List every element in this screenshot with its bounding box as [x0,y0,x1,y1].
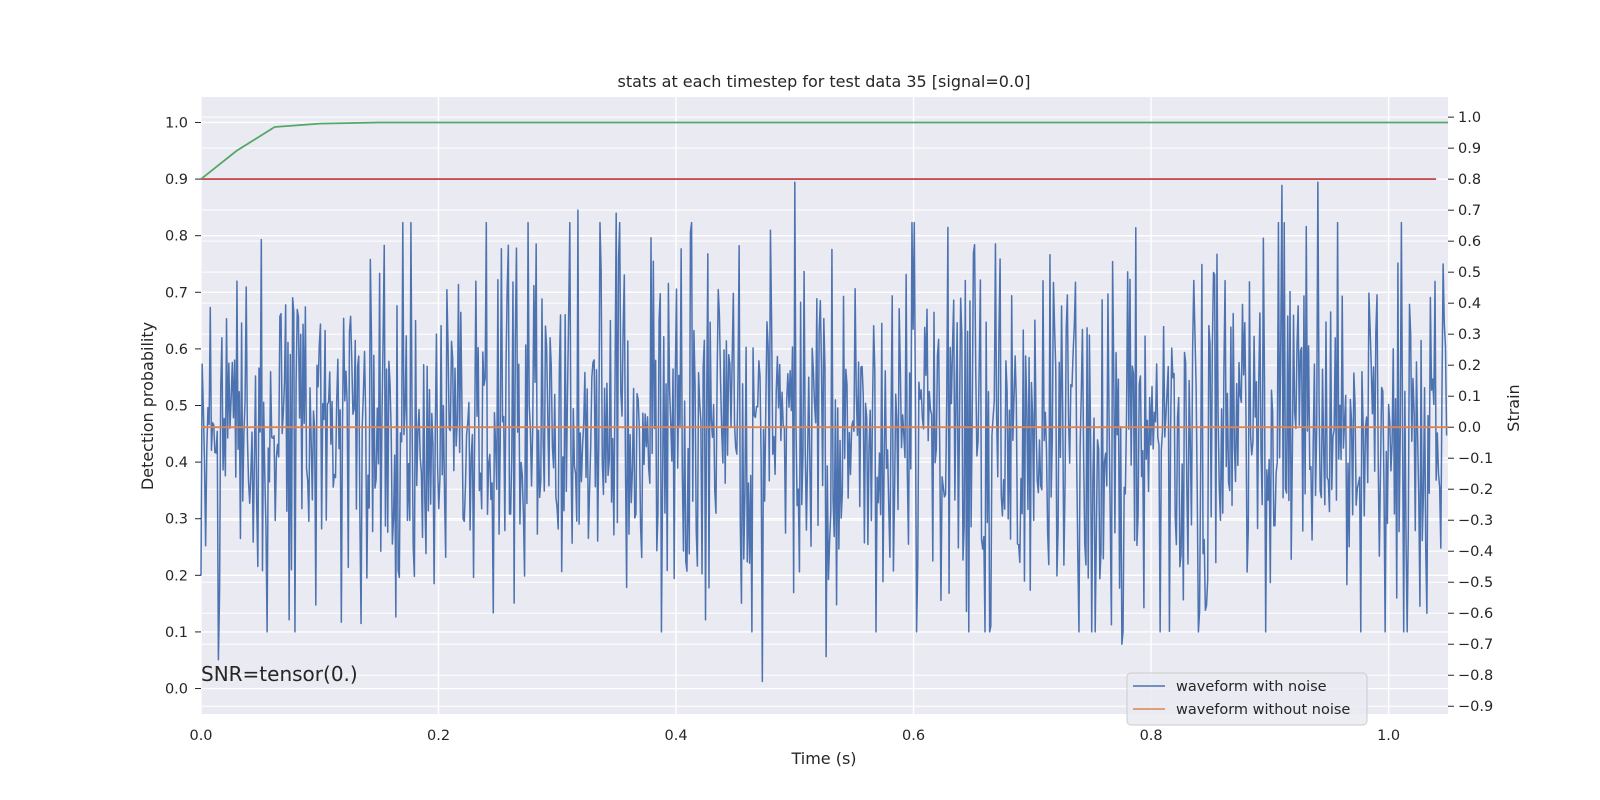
right-y-tick-label: 0.7 [1458,203,1481,219]
x-tick-label: 0.2 [427,728,450,744]
right-y-tick-label: 0.0 [1458,420,1481,436]
right-y-tick-label: 0.4 [1458,296,1481,312]
left-y-tick-label: 0.9 [165,172,188,188]
left-tick-labels: 0.0 0.1 0.2 0.3 0.4 0.5 0.6 0.7 0.8 0.9 1.0 [165,115,201,698]
right-y-tick-label: −0.4 [1458,544,1493,560]
left-y-tick-label: 0.5 [165,399,188,415]
x-tick-label: 0.6 [902,728,925,744]
right-y-tick-label: 0.8 [1458,172,1481,188]
right-y-tick-label: −0.3 [1458,513,1493,529]
right-y-tick-label: −0.1 [1458,451,1493,467]
left-y-tick-label: 0.1 [165,625,188,641]
left-y-tick-label: 0.2 [165,568,188,584]
legend-label-noise: waveform with noise [1176,679,1327,695]
left-y-tick-label: 0.8 [165,229,188,245]
legend-box [1126,672,1368,726]
x-tick-label: 1.0 [1377,728,1400,744]
right-y-tick-label: 0.9 [1458,141,1481,157]
right-y-tick-label: −0.5 [1458,575,1493,591]
right-tick-labels: −0.9 −0.8 −0.7 −0.6 −0.5 −0.4 −0.3 −0.2 −0.1 0.0 0… [1448,110,1493,715]
snr-annotation: SNR=tensor(0.) [201,662,358,686]
right-y-tick-label: −0.8 [1458,668,1493,684]
left-y-axis-label: Detection probability [138,322,157,490]
right-y-tick-label: −0.7 [1458,637,1493,653]
right-y-tick-label: −0.9 [1458,699,1493,715]
x-tick-label: 0.8 [1140,728,1163,744]
legend-label-clean: waveform without noise [1176,702,1350,718]
legend: waveform with noise waveform without noi… [1126,672,1368,726]
x-tick-labels: 0.0 0.2 0.4 0.6 0.8 1.0 [189,728,1400,744]
series-line-waveform-with-noise [200,181,1448,683]
right-y-tick-label: 0.3 [1458,327,1481,343]
series-line-detection-probability [200,121,1448,180]
right-y-tick-label: 0.1 [1458,389,1481,405]
series-layer [200,121,1448,683]
right-y-tick-label: 0.2 [1458,358,1481,374]
x-tick-label: 0.4 [665,728,688,744]
x-axis-label: Time (s) [790,749,856,768]
left-y-tick-label: 0.3 [165,512,188,528]
right-y-tick-label: 0.6 [1458,234,1481,250]
right-y-tick-label: 0.5 [1458,265,1481,281]
right-y-tick-label: −0.6 [1458,606,1493,622]
chart-title: stats at each timestep for test data 35 … [618,72,1031,91]
left-y-tick-label: 0.4 [165,455,188,471]
right-y-tick-label: −0.2 [1458,482,1493,498]
left-y-tick-label: 0.0 [165,682,188,698]
left-y-tick-label: 1.0 [165,115,188,131]
left-y-tick-label: 0.6 [165,342,188,358]
x-tick-label: 0.0 [189,728,212,744]
right-y-axis-label: Strain [1504,384,1523,431]
right-y-tick-label: 1.0 [1458,110,1481,126]
left-y-tick-label: 0.7 [165,285,188,301]
